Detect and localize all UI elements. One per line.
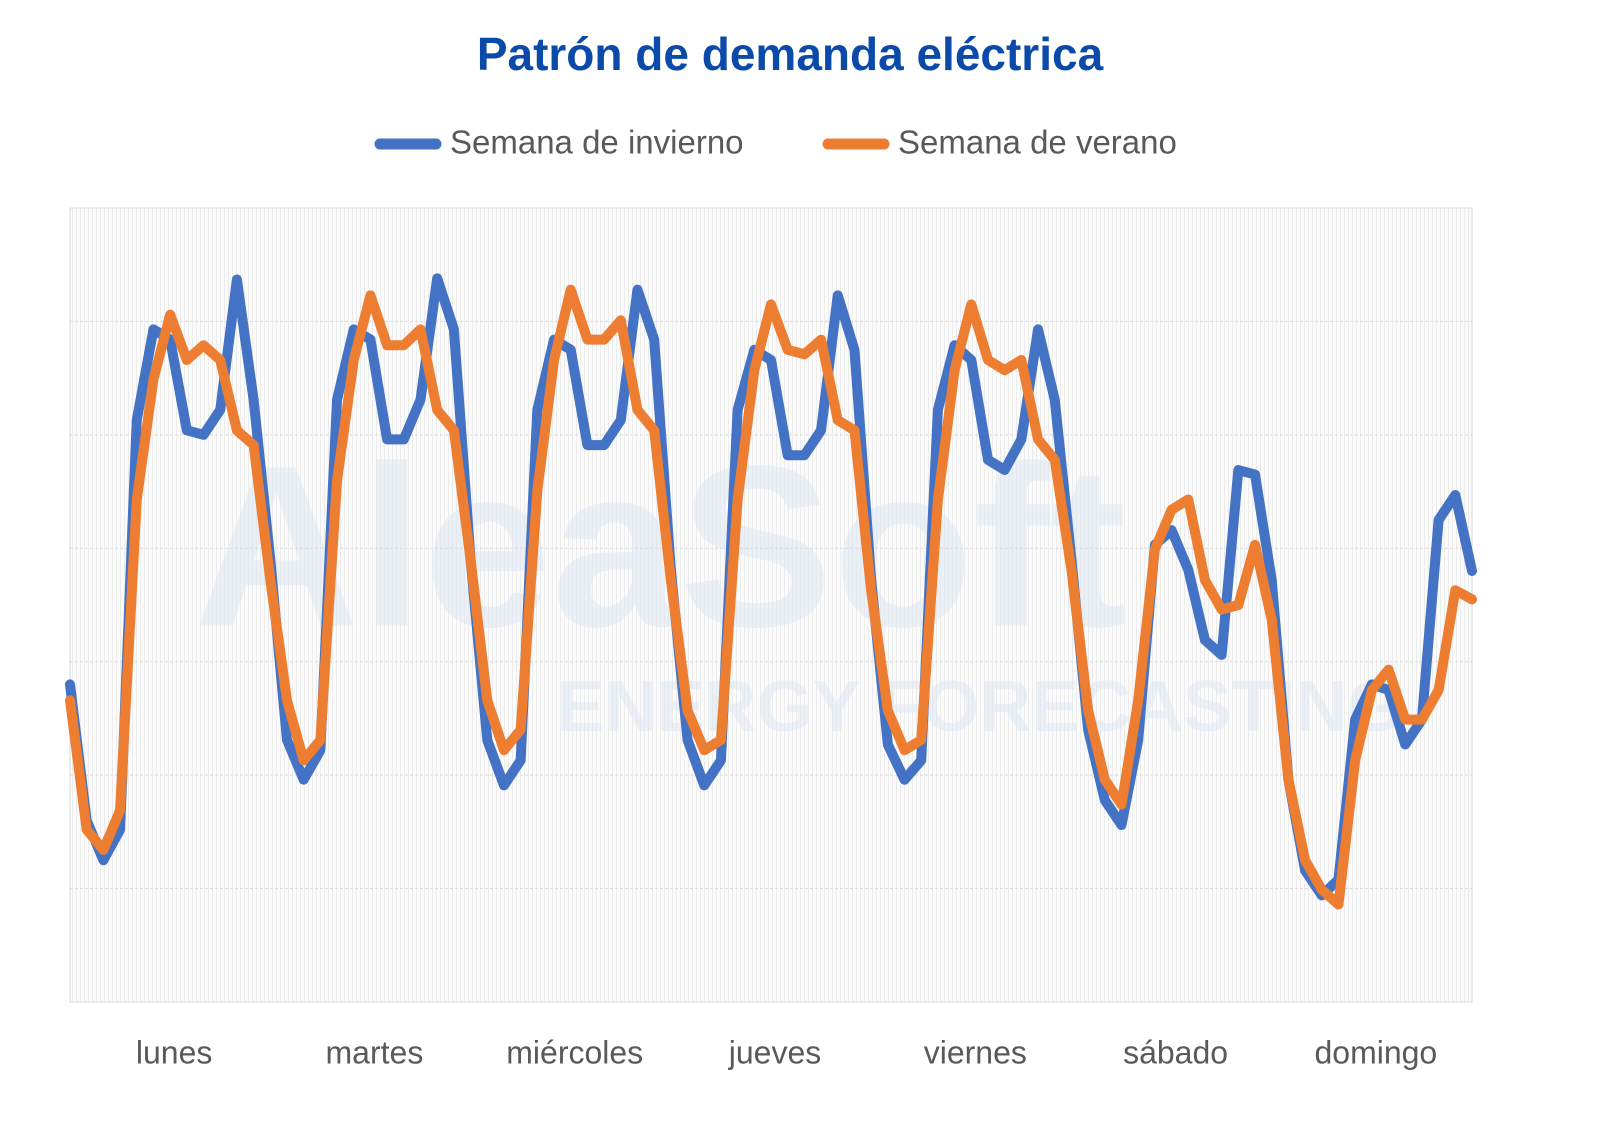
series-line <box>65 273 1477 901</box>
x-tick-label: miércoles <box>506 1034 643 1070</box>
x-tick-label: viernes <box>924 1034 1027 1070</box>
x-tick-label: domingo <box>1314 1034 1437 1070</box>
x-tick-label: lunes <box>136 1034 213 1070</box>
chart-title: Patrón de demanda eléctrica <box>477 28 1104 80</box>
series-line <box>65 284 1477 910</box>
x-tick-label: jueves <box>728 1034 822 1070</box>
x-tick-label: martes <box>326 1034 424 1070</box>
legend-label: Semana de verano <box>898 124 1177 161</box>
x-tick-label: sábado <box>1123 1034 1228 1070</box>
legend-label: Semana de invierno <box>450 124 744 161</box>
